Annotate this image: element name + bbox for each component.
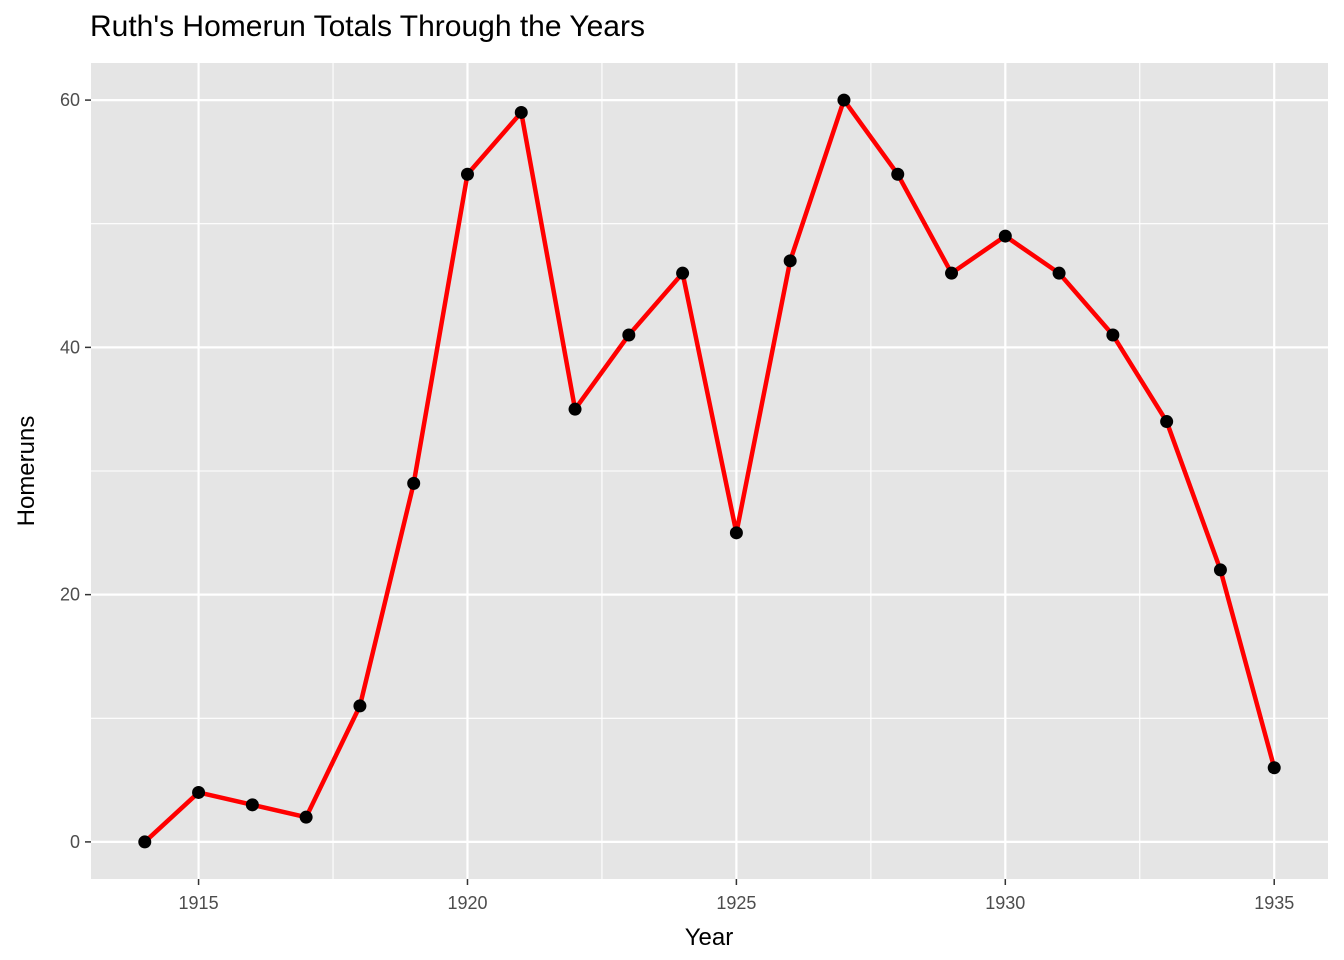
data-point (460, 167, 474, 181)
series-line-layer (143, 97, 1277, 844)
x-axis-title: Year (685, 924, 734, 951)
gridlines (91, 63, 1328, 879)
data-point (676, 266, 690, 280)
x-tick-label: 1930 (985, 893, 1025, 913)
x-tick-label: 1915 (179, 893, 219, 913)
data-point (1052, 266, 1066, 280)
y-tick-label: 0 (70, 832, 80, 852)
x-tick-label: 1925 (716, 893, 756, 913)
data-point (998, 229, 1012, 243)
data-point (729, 526, 743, 540)
data-point (945, 266, 959, 280)
data-point (1267, 761, 1281, 775)
data-point (837, 93, 851, 107)
data-point (407, 476, 421, 490)
data-point (192, 785, 206, 799)
data-point (514, 105, 528, 119)
chart-title: Ruth's Homerun Totals Through the Years (90, 10, 645, 43)
series-line (143, 97, 1277, 844)
data-point (622, 328, 636, 342)
data-point (891, 167, 905, 181)
data-point (1160, 415, 1174, 429)
y-axis-title: Homeruns (13, 416, 40, 527)
x-tick-label: 1920 (447, 893, 487, 913)
data-point (1213, 563, 1227, 577)
data-point (138, 835, 152, 849)
data-point (568, 402, 582, 416)
y-tick-label: 20 (60, 585, 80, 605)
x-tick-label: 1935 (1254, 893, 1294, 913)
data-point (353, 699, 367, 713)
axes: 1915 1920 1925 1930 1935 0 20 40 60 (60, 90, 1294, 913)
y-tick-label: 40 (60, 337, 80, 357)
data-points (138, 93, 1281, 849)
data-point (245, 798, 259, 812)
data-point (299, 810, 313, 824)
data-point (1106, 328, 1120, 342)
y-tick-label: 60 (60, 90, 80, 110)
data-point (783, 254, 797, 268)
